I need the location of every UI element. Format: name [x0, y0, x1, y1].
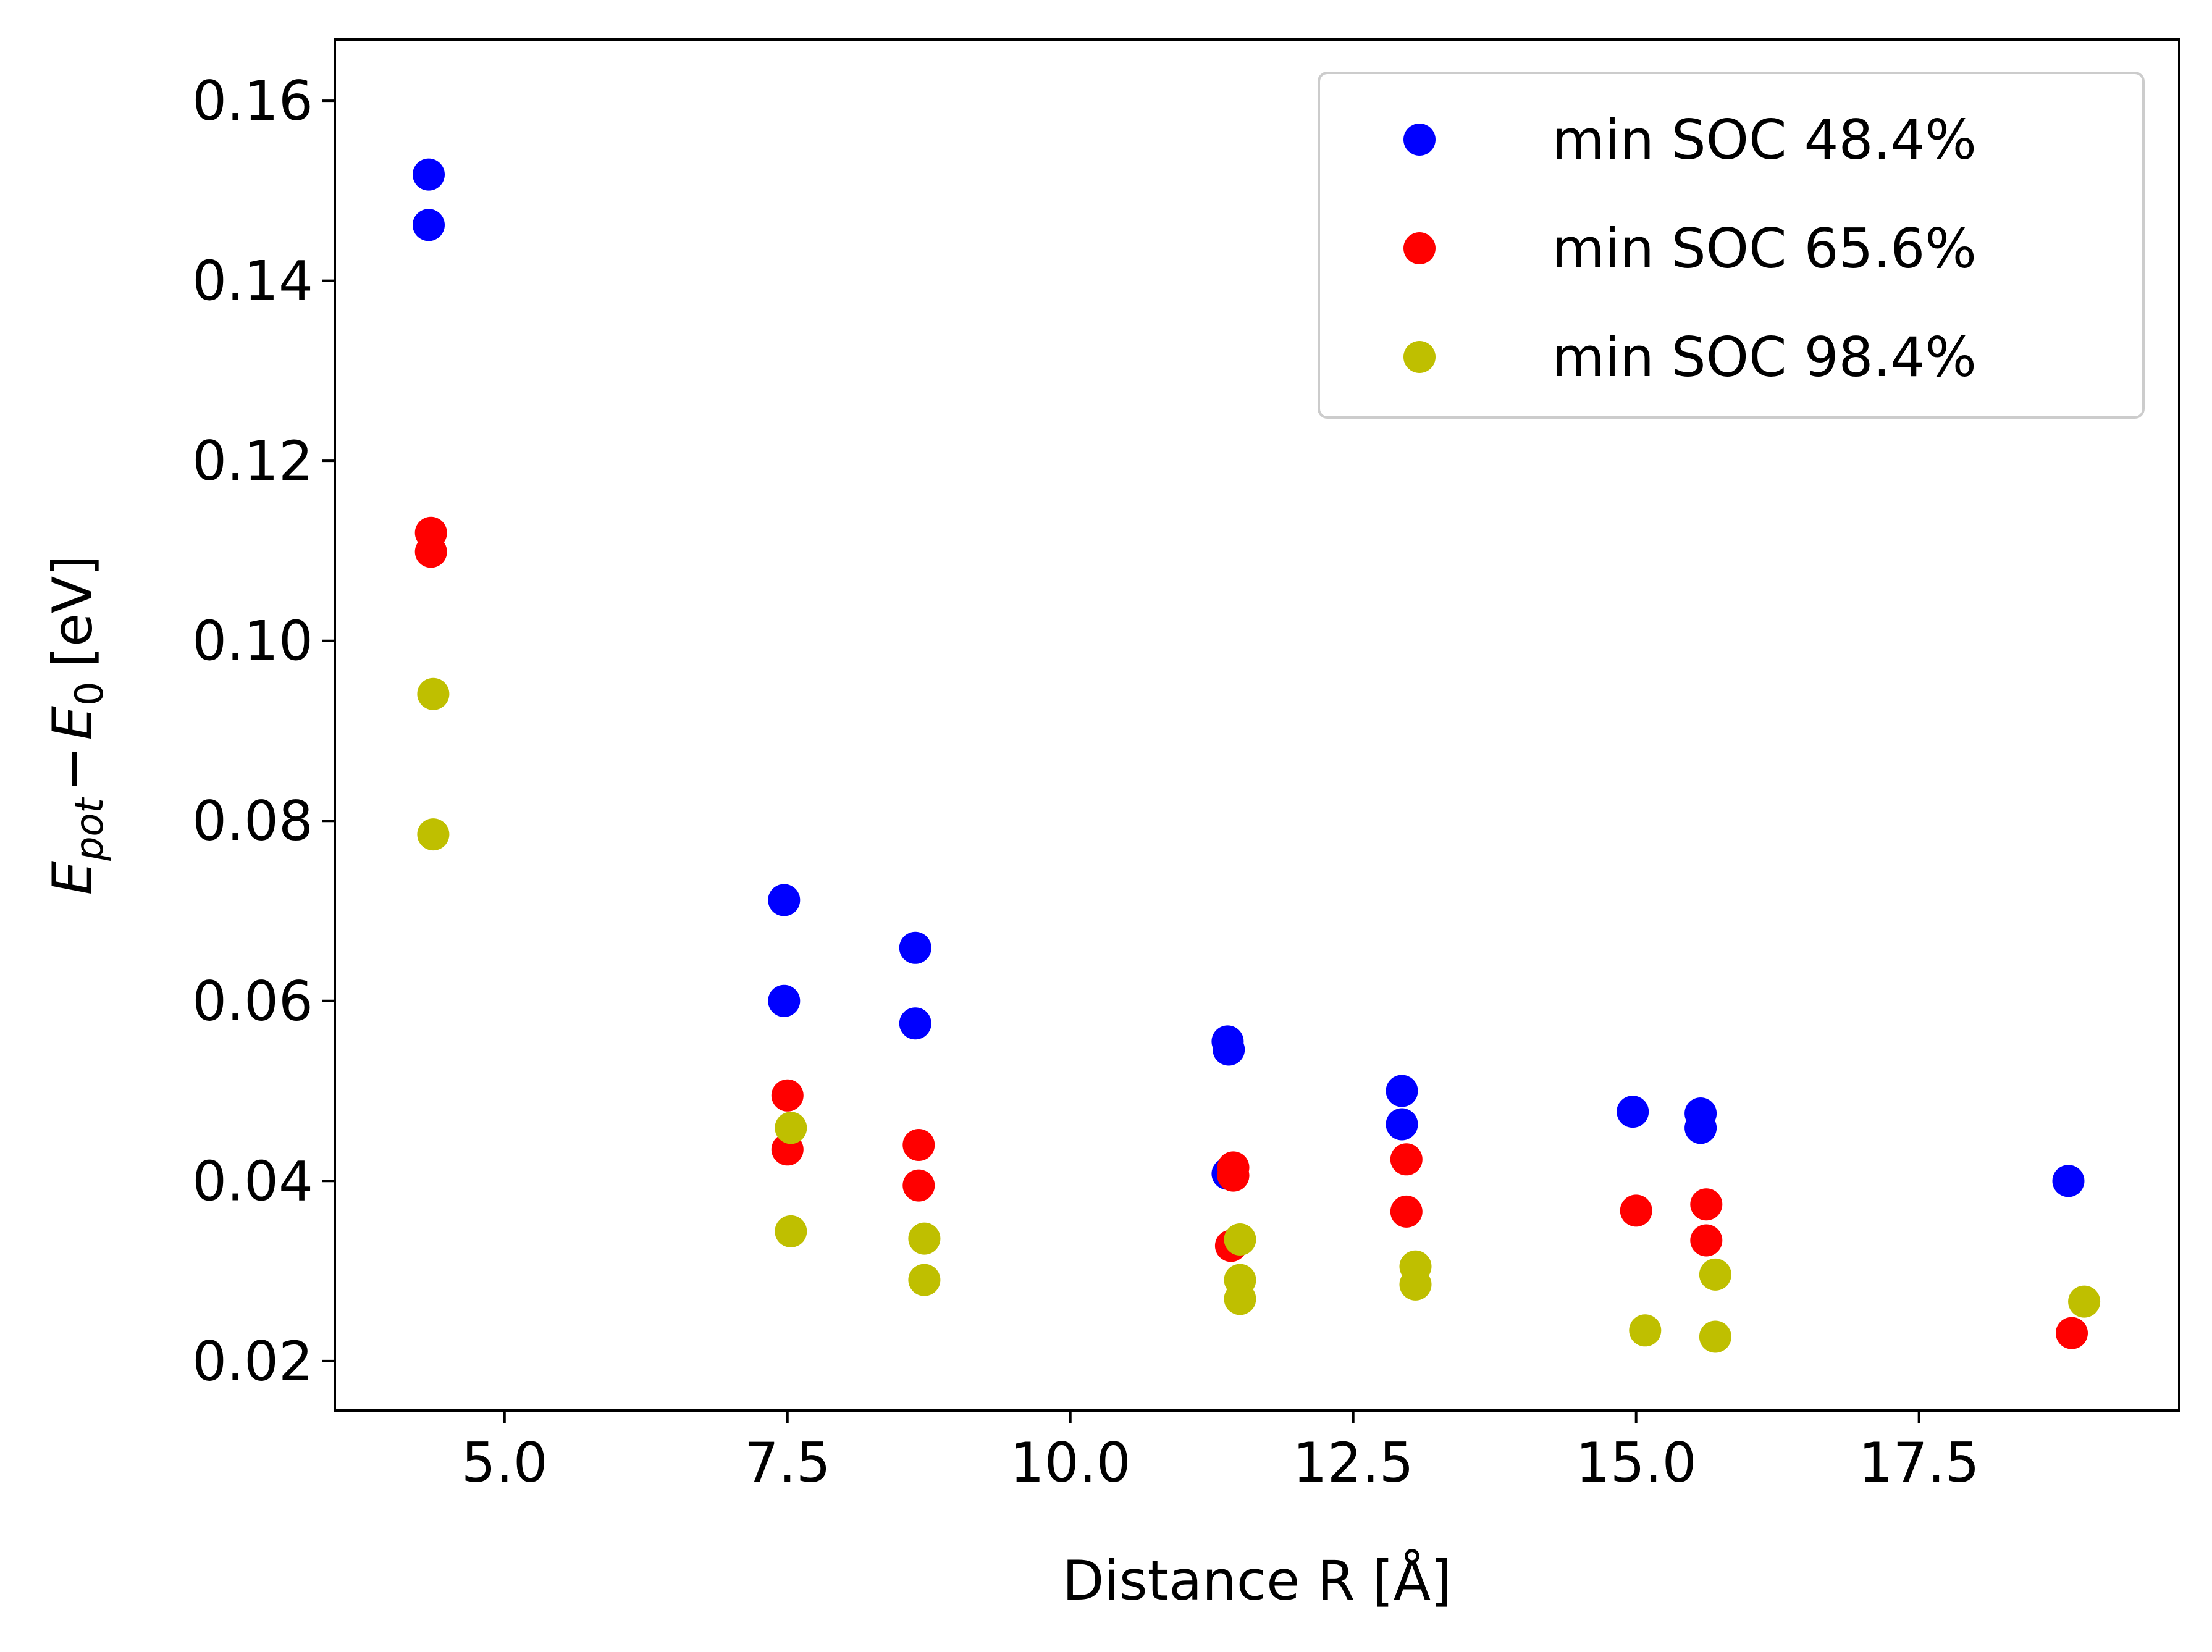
data-point-series-3 — [1224, 1283, 1256, 1315]
data-point-series-3 — [1699, 1320, 1731, 1353]
data-point-series-2 — [902, 1129, 935, 1161]
x-tick-label: 17.5 — [1859, 1431, 1980, 1495]
data-point-series-2 — [902, 1169, 935, 1202]
x-tick-label: 5.0 — [461, 1431, 548, 1495]
data-point-series-3 — [775, 1112, 807, 1144]
data-point-series-2 — [1217, 1159, 1250, 1192]
x-axis-ticks: 5.0 7.5 10.0 12.5 15.0 17.5 — [461, 1411, 1980, 1495]
legend-marker-series-2 — [1403, 232, 1436, 264]
legend: min SOC 48.4% min SOC 65.6% min SOC 98.4% — [1318, 72, 2145, 419]
data-point-series-1 — [2052, 1165, 2085, 1197]
data-point-series-1 — [899, 1007, 931, 1040]
legend-marker-series-3 — [1403, 341, 1436, 373]
data-point-series-3 — [1399, 1268, 1432, 1301]
data-point-series-1 — [413, 158, 445, 191]
data-point-series-3 — [417, 818, 450, 851]
data-point-series-2 — [1690, 1188, 1723, 1221]
data-point-series-1 — [1386, 1075, 1418, 1107]
y-axis-ticks: 0.02 0.04 0.06 0.08 0.10 0.12 0.14 0.16 — [192, 69, 335, 1393]
data-point-series-2 — [1620, 1194, 1652, 1227]
data-point-series-3 — [1629, 1314, 1662, 1347]
data-point-series-3 — [1699, 1258, 1731, 1291]
data-point-series-1 — [1213, 1033, 1245, 1066]
data-point-series-2 — [414, 535, 447, 568]
y-tick-label: 0.04 — [192, 1149, 313, 1213]
data-point-series-2 — [2056, 1317, 2088, 1349]
y-tick-label: 0.14 — [192, 249, 313, 313]
y-tick-label: 0.06 — [192, 970, 313, 1033]
x-tick-label: 15.0 — [1576, 1431, 1697, 1495]
data-point-series-3 — [2068, 1285, 2101, 1318]
y-tick-label: 0.16 — [192, 69, 313, 133]
data-point-series-3 — [908, 1222, 941, 1255]
data-point-series-1 — [768, 984, 801, 1017]
data-point-series-2 — [1390, 1195, 1423, 1228]
data-point-series-3 — [908, 1264, 941, 1296]
y-axis-label: Epot−E0[eV] — [41, 555, 112, 895]
y-tick-label: 0.02 — [192, 1330, 313, 1393]
legend-marker-series-1 — [1403, 124, 1436, 156]
legend-box — [1318, 72, 2145, 419]
y-tick-label: 0.08 — [192, 789, 313, 853]
plot-frame — [334, 38, 2180, 1412]
data-point-series-1 — [1684, 1112, 1717, 1144]
data-points — [413, 158, 2101, 1353]
data-point-series-3 — [1224, 1223, 1256, 1256]
legend-label-series-2: min SOC 65.6% — [1552, 217, 1977, 280]
x-tick-label: 10.0 — [1010, 1431, 1131, 1495]
data-point-series-1 — [1617, 1096, 1649, 1128]
data-point-series-2 — [1390, 1143, 1423, 1176]
data-point-series-2 — [1690, 1224, 1723, 1257]
data-point-series-1 — [1386, 1108, 1418, 1141]
data-point-series-2 — [771, 1079, 804, 1112]
data-point-series-3 — [417, 677, 450, 710]
data-point-series-1 — [899, 931, 931, 964]
legend-label-series-3: min SOC 98.4% — [1552, 325, 1977, 389]
x-tick-label: 12.5 — [1293, 1431, 1414, 1495]
y-tick-label: 0.12 — [192, 429, 313, 493]
x-tick-label: 7.5 — [744, 1431, 831, 1495]
y-tick-label: 0.10 — [192, 610, 313, 673]
x-axis-label: Distance R [Å] — [1062, 1549, 1452, 1612]
data-point-series-1 — [413, 209, 445, 241]
legend-label-series-1: min SOC 48.4% — [1552, 108, 1977, 172]
data-point-series-3 — [775, 1215, 807, 1247]
data-point-series-1 — [768, 884, 801, 916]
